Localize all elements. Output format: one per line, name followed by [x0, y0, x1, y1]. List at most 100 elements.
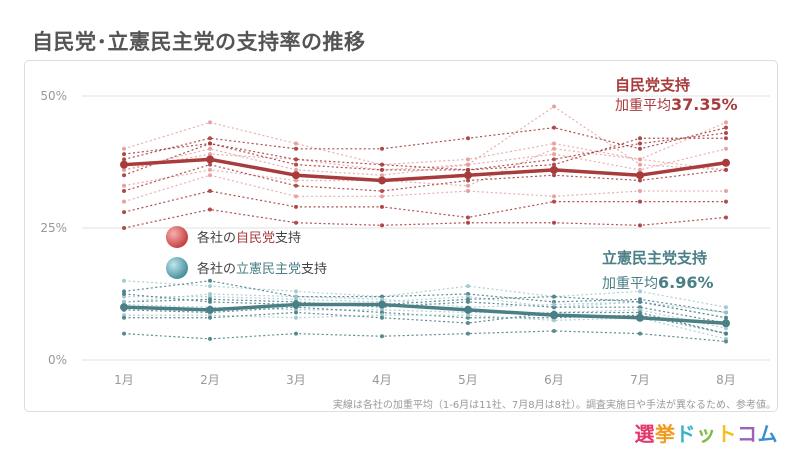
ldp-poll-point [380, 194, 384, 199]
ldp-poll-series [122, 162, 728, 194]
cdp-poll-point [638, 289, 642, 294]
x-tick-label: 7月 [630, 373, 650, 387]
cdp-poll-point [724, 310, 728, 315]
cdp-poll-point [466, 331, 470, 336]
x-tick-label: 2月 [200, 373, 220, 387]
cdp-poll-point [208, 278, 212, 283]
ldp-poll-point [638, 167, 642, 172]
cdp-poll-point [552, 318, 556, 323]
ldp-poll-point [294, 183, 298, 188]
ldp-poll-point [122, 226, 126, 230]
ldp-poll-point [638, 178, 642, 183]
ldp-poll-line [123, 208, 727, 229]
ldp-poll-point [724, 189, 728, 194]
cdp-poll-line [123, 280, 727, 308]
x-tick-label: 5月 [458, 373, 478, 387]
grid-lines [82, 95, 770, 361]
logo-glyph: コ [737, 422, 758, 446]
legend-item-ldp: 各社の自民党支持 [166, 226, 301, 248]
logo-glyph: ト [716, 422, 737, 446]
ldp-poll-line [123, 164, 727, 192]
ldp-poll-point [466, 167, 470, 172]
average-series-group [120, 155, 730, 328]
x-tick-label: 4月 [372, 373, 392, 387]
ldp-poll-point [294, 157, 298, 162]
ldp-poll-series [122, 189, 728, 220]
cdp-poll-line [124, 314, 727, 340]
legend-marker [166, 226, 188, 248]
cdp-average-point [378, 300, 386, 309]
logo-glyph: ム [757, 422, 778, 446]
logo-glyph: 選 [634, 422, 655, 446]
ldp-poll-series [122, 136, 728, 172]
cdp-poll-series [122, 310, 728, 336]
ldp-poll-series [122, 146, 728, 178]
x-tick-label: 1月 [114, 373, 134, 387]
ldp-poll-point [552, 173, 556, 178]
ldp-poll-point [466, 162, 470, 167]
ldp-poll-point [638, 157, 642, 162]
ldp-poll-point [122, 210, 126, 215]
ldp-poll-point [724, 199, 728, 204]
x-axis-ticks: 1月 2月 3月 4月 5月 6月 7月 8月 [114, 373, 736, 387]
ldp-poll-point [294, 220, 298, 225]
cdp-poll-point [208, 299, 212, 304]
cdp-poll-line [123, 280, 727, 314]
logo-glyph: 挙 [655, 422, 676, 446]
ldp-average-point [292, 171, 300, 180]
ldp-poll-point [466, 136, 470, 141]
ldp-average-point [378, 176, 386, 185]
ldp-poll-point [122, 189, 126, 194]
cdp-poll-line [123, 293, 727, 319]
ldp-poll-point [122, 146, 126, 151]
ldp-poll-point [208, 136, 212, 141]
cdp-poll-point [466, 284, 470, 289]
ldp-average-point [206, 155, 214, 164]
x-tick-label: 8月 [716, 373, 736, 387]
ldp-poll-point [208, 173, 212, 178]
cdp-average-point [206, 305, 214, 314]
ldp-average-series [120, 155, 730, 185]
ldp-poll-point [208, 167, 212, 172]
cdp-poll-line [124, 311, 727, 335]
cdp-poll-point [466, 297, 470, 302]
ldp-average-point [722, 158, 730, 167]
ldp-average-point [636, 171, 644, 180]
ldp-poll-point [724, 136, 728, 141]
ldp-poll-point [380, 162, 384, 167]
site-logo: 選挙ドットコム [635, 418, 779, 447]
ldp-poll-point [552, 141, 556, 146]
ldp-poll-point [122, 183, 126, 188]
cdp-poll-point [466, 321, 470, 326]
cdp-poll-point [552, 302, 556, 307]
ldp-poll-series [122, 207, 728, 230]
ldp-average-point [550, 165, 558, 174]
cdp-poll-point [380, 315, 384, 320]
chart-title: 自民党･立憲民主党の支持率の推移 [32, 30, 366, 54]
ldp-annotation-title: 自民党支持 [615, 76, 690, 94]
ldp-poll-point [294, 141, 298, 146]
ldp-poll-series [122, 125, 728, 162]
logo-glyph: ド [675, 422, 696, 446]
ldp-poll-point [122, 199, 126, 204]
cdp-annotation-average: 加重平均6.96% [602, 273, 714, 292]
ldp-poll-point [294, 146, 298, 151]
ldp-poll-point [380, 146, 384, 151]
ldp-poll-point [638, 136, 642, 141]
cdp-poll-point [638, 299, 642, 304]
y-tick-label: 50% [40, 89, 67, 103]
cdp-average-point [722, 319, 730, 328]
cdp-poll-point [724, 339, 728, 344]
ldp-poll-point [208, 152, 212, 157]
legend-item-cdp: 各社の立憲民主党支持 [166, 257, 327, 279]
x-tick-label: 3月 [286, 373, 306, 387]
cdp-poll-point [294, 310, 298, 315]
y-tick-label: 25% [40, 221, 67, 235]
cdp-poll-point [122, 292, 126, 296]
cdp-poll-point [552, 328, 556, 333]
ldp-poll-point [552, 104, 556, 109]
ldp-poll-point [466, 220, 470, 225]
ldp-poll-point [638, 162, 642, 167]
ldp-average-point [464, 171, 472, 180]
